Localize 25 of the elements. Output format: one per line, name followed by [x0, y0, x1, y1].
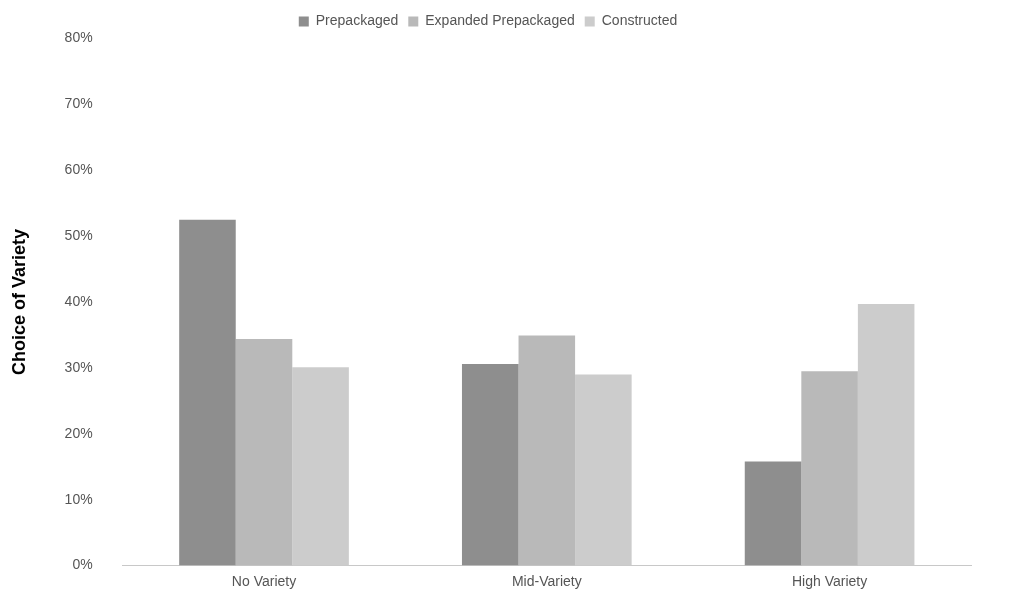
y-tick-label: 10%: [64, 490, 93, 507]
bar: [235, 338, 293, 566]
y-axis-title: Choice of Variety: [8, 228, 29, 376]
y-tick-label: 30%: [64, 358, 93, 375]
bar: [461, 363, 519, 566]
bar: [518, 335, 576, 566]
y-tick-label: 70%: [64, 95, 93, 112]
x-tick-label: Mid-Variety: [511, 572, 582, 589]
y-tick-label: 40%: [64, 292, 93, 309]
y-tick-label: 0%: [72, 556, 93, 573]
bar: [575, 374, 632, 566]
bar: [179, 219, 236, 566]
y-tick-label: 20%: [64, 424, 93, 441]
x-tick-label: High Variety: [791, 572, 868, 589]
y-tick-label: 60%: [64, 161, 93, 178]
bar: [857, 303, 915, 566]
legend-label: Constructed: [601, 12, 678, 29]
y-tick-label: 50%: [64, 226, 93, 243]
bar: [292, 367, 349, 566]
x-tick-label: No Variety: [231, 572, 297, 589]
legend-label: Prepackaged: [315, 12, 399, 29]
bar: [744, 461, 802, 566]
bar: [801, 371, 858, 566]
y-tick-label: 80%: [64, 29, 93, 46]
legend-label: Expanded Prepackaged: [425, 12, 575, 29]
